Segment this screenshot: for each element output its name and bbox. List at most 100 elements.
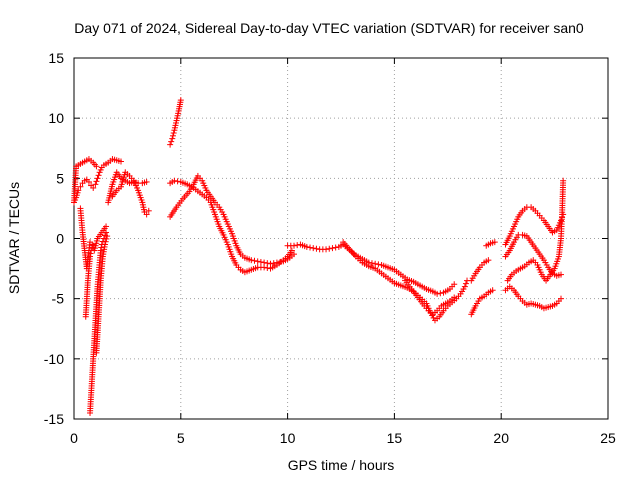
data-point — [87, 253, 94, 260]
data-point — [261, 259, 268, 266]
data-point — [254, 258, 261, 265]
data-point — [103, 229, 110, 236]
data-point — [94, 175, 101, 182]
data-point — [485, 257, 492, 264]
x-tick-label: 15 — [387, 430, 403, 446]
data-point — [143, 211, 150, 218]
data-point — [169, 132, 176, 139]
series-arc-a-steep-2 — [87, 229, 110, 416]
x-tick-label: 0 — [70, 430, 78, 446]
data-point — [248, 257, 255, 264]
data-point — [257, 258, 264, 265]
data-point — [270, 260, 277, 267]
series-arc-e-2 — [468, 287, 496, 318]
data-point — [174, 178, 181, 185]
data-point — [451, 294, 458, 301]
series-arc-b-lower — [109, 169, 152, 218]
data-point — [310, 245, 317, 252]
series-arc-f-4 — [502, 283, 565, 312]
series-arc-f-2 — [502, 231, 565, 279]
data-point — [560, 177, 567, 184]
y-tick-label: -10 — [44, 351, 64, 367]
data-point — [329, 245, 336, 252]
series-arc-a-steep-1 — [82, 242, 97, 320]
data-point — [461, 283, 468, 290]
data-point — [101, 241, 108, 248]
x-tick-label: 10 — [280, 430, 296, 446]
data-point — [451, 281, 458, 288]
data-point — [102, 238, 109, 245]
data-point — [93, 178, 100, 185]
data-point — [264, 260, 271, 267]
tick-layer: 0 5 10 15 20 25 -15 -10 -5 0 5 10 15 — [44, 50, 616, 446]
data-point — [93, 163, 100, 170]
data-point — [170, 130, 177, 137]
series-arc-c-lower — [167, 172, 298, 267]
y-tick-label: -5 — [52, 291, 65, 307]
data-point — [143, 178, 150, 185]
data-point — [267, 260, 274, 267]
data-point — [437, 290, 444, 297]
series-arc-e-3 — [483, 239, 498, 249]
data-point — [75, 187, 82, 194]
y-tick-label: -15 — [44, 411, 64, 427]
data-point — [117, 158, 124, 165]
data-point — [145, 207, 152, 214]
data-point — [326, 245, 333, 252]
data-point — [87, 250, 94, 257]
data-point — [168, 138, 175, 145]
x-tick-label: 25 — [600, 430, 616, 446]
series-arc-a-upper — [71, 156, 100, 206]
series-arc-c-rise — [167, 97, 184, 148]
data-point — [85, 178, 92, 185]
y-tick-label: 15 — [48, 50, 64, 66]
data-point — [434, 290, 441, 297]
data-point — [462, 280, 469, 287]
data-point — [558, 217, 565, 224]
data-point — [104, 233, 111, 240]
data-point — [103, 235, 110, 242]
data-point — [291, 242, 298, 249]
data-point — [489, 287, 496, 294]
data-point — [375, 261, 382, 268]
data-point — [77, 183, 84, 190]
data-point — [177, 97, 184, 104]
data-point — [313, 245, 320, 252]
series-arc-d-third — [402, 277, 458, 318]
data-point — [291, 251, 298, 258]
y-tick-label: 10 — [48, 110, 64, 126]
x-axis-label: GPS time / hours — [288, 457, 395, 473]
data-point — [323, 246, 330, 253]
data-points — [71, 97, 567, 416]
data-point — [103, 223, 110, 230]
data-point — [95, 172, 102, 179]
series-arc-e-1 — [468, 257, 492, 284]
data-point — [90, 242, 97, 249]
series-arc-f-1 — [502, 204, 567, 248]
series-arc-f-3 — [504, 177, 567, 284]
data-point — [332, 244, 339, 251]
y-axis-label: SDTVAR / TECUs — [6, 182, 22, 294]
series-arc-b-upper — [105, 169, 150, 206]
data-point — [288, 247, 295, 254]
data-point — [169, 135, 176, 142]
data-point — [558, 295, 565, 302]
data-point — [368, 260, 375, 267]
chart-title: Day 071 of 2024, Sidereal Day-to-day VTE… — [74, 20, 584, 36]
data-point — [273, 259, 280, 266]
data-point — [97, 247, 104, 254]
series-arc-a-steep-3 — [93, 233, 111, 356]
y-tick-label: 5 — [56, 170, 64, 186]
data-point — [277, 258, 284, 265]
data-point — [251, 257, 258, 264]
data-point — [171, 177, 178, 184]
y-tick-label: 0 — [56, 231, 64, 247]
data-point — [303, 243, 310, 250]
data-point — [307, 244, 314, 251]
data-point — [90, 184, 97, 191]
data-point — [167, 141, 174, 148]
x-tick-label: 20 — [493, 430, 509, 446]
x-tick-label: 5 — [177, 430, 185, 446]
data-point — [558, 271, 565, 278]
